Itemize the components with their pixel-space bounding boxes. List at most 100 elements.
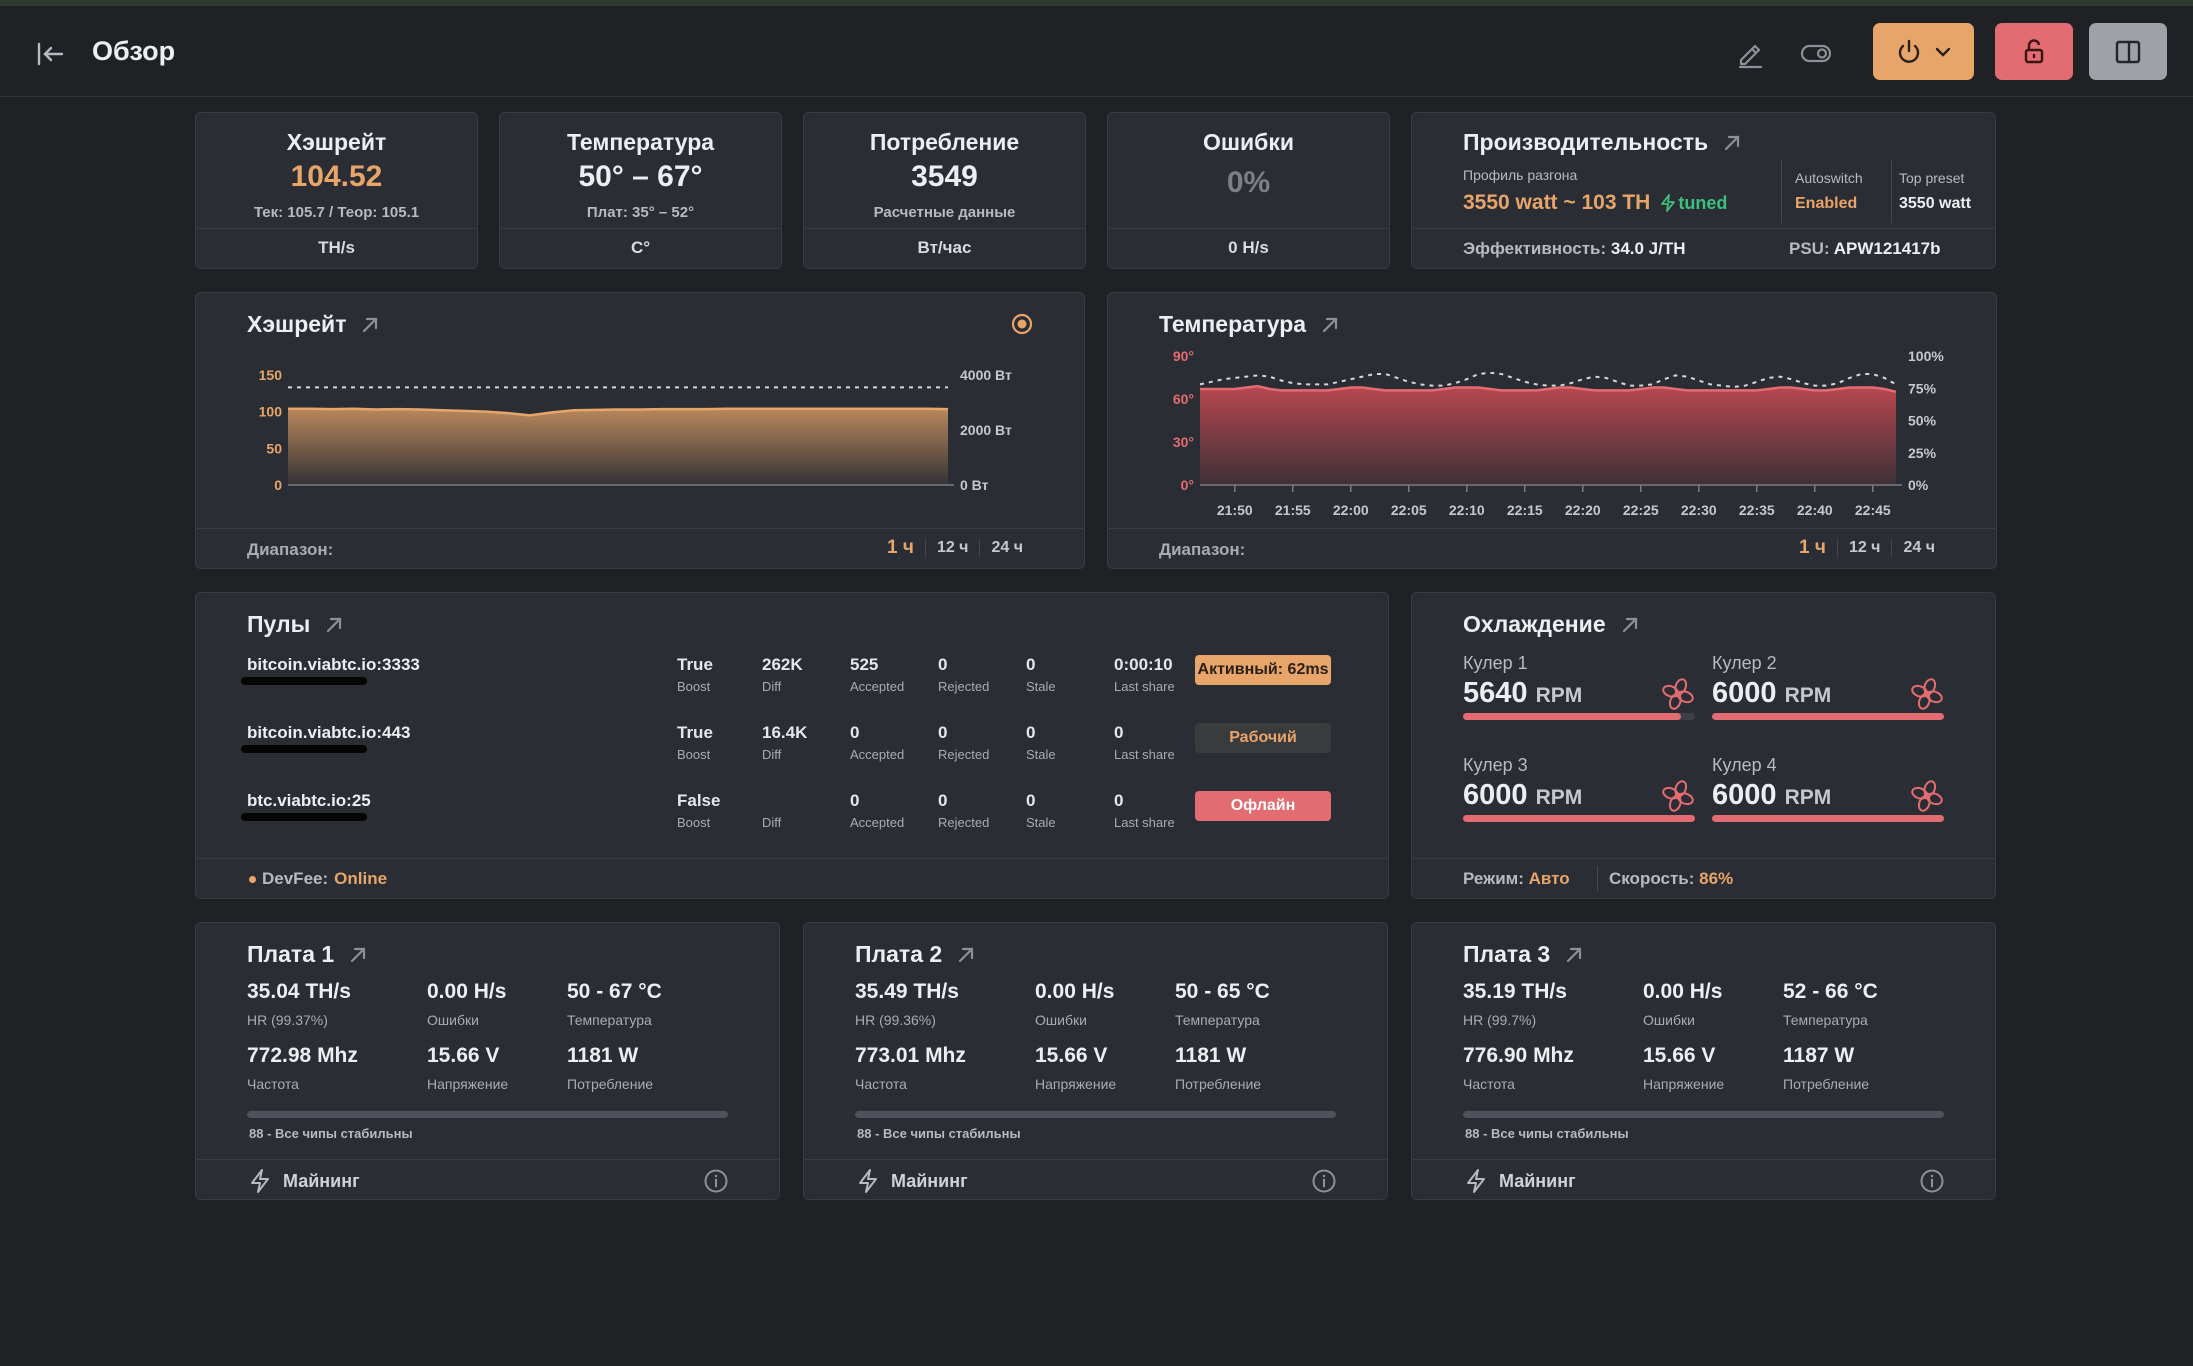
range-option-1h[interactable]: 1 ч <box>1799 537 1826 558</box>
pool-stat-label: Rejected <box>938 679 990 694</box>
open-link-icon[interactable] <box>1564 945 1584 965</box>
divider <box>1781 159 1782 223</box>
fan-icon <box>1662 678 1694 710</box>
performance-footer: Эффективность: 34.0 J/TH PSU: APW121417b <box>1412 228 1995 268</box>
devfee: DevFee: Online <box>249 869 387 889</box>
fan-label: Кулер 1 <box>1463 653 1528 673</box>
info-icon[interactable] <box>1311 1168 1337 1194</box>
x-tick-label: 22:30 <box>1681 502 1717 518</box>
hashrate-chart[interactable]: 0 50 100 150 0 Вт 2000 Вт 4000 Вт <box>196 293 1085 529</box>
pool-stat-label: Boost <box>677 679 711 694</box>
pool-stat-stale: 0 Stale <box>1026 723 1056 762</box>
open-link-icon[interactable] <box>360 315 380 335</box>
info-icon[interactable] <box>1919 1168 1945 1194</box>
series-area <box>1200 386 1896 485</box>
devfee-dot <box>249 875 256 883</box>
power-menu-button[interactable] <box>1873 23 1974 80</box>
pool-url: bitcoin.viabtc.io:443 <box>247 723 411 742</box>
stat-sub: Расчетные данные <box>873 204 1016 221</box>
stat-value: 3549 <box>911 160 978 193</box>
pool-stat-value: 0 <box>1026 655 1036 674</box>
board-title-row: Плата 1 <box>247 941 368 968</box>
toggle-icon[interactable] <box>1799 36 1833 70</box>
y-tick-label: 60° <box>1173 391 1194 407</box>
open-link-icon[interactable] <box>1620 615 1640 635</box>
pool-stat-label: Last share <box>1114 679 1175 694</box>
split-panel-icon <box>2115 40 2141 63</box>
stat-unit: Вт/час <box>804 228 1085 268</box>
hashrate-chart-title: Хэшрейт <box>247 311 347 337</box>
open-link-icon[interactable] <box>1722 133 1742 153</box>
open-link-icon[interactable] <box>348 945 368 965</box>
range-options: 1 ч 12 ч 24 ч <box>876 537 1034 559</box>
board-metric-value: 52 - 66 °C <box>1783 980 1878 1003</box>
board-metric-label: Потребление <box>1783 1076 1870 1092</box>
board-metric-label: Частота <box>247 1076 299 1092</box>
board-metric-value: 50 - 65 °C <box>1175 980 1270 1003</box>
layout-toggle-button[interactable] <box>2089 23 2167 80</box>
pool-status-badge[interactable]: Офлайн <box>1195 791 1331 821</box>
pool-stat-value: 0 <box>850 791 860 810</box>
pool-stat-value: 0 <box>1026 723 1036 742</box>
fan-label: Кулер 4 <box>1712 755 1777 775</box>
pool-row[interactable]: bitcoin.viabtc.io:443 True Boost 16.4K Diff 0… <box>241 723 1338 783</box>
fan-item: Кулер 3 6000 RPM <box>1463 755 1695 835</box>
fan-speed-bar <box>1712 713 1944 720</box>
range-option-12h[interactable]: 12 ч <box>924 539 980 557</box>
psu-value: APW121417b <box>1833 239 1941 258</box>
range-option-1h[interactable]: 1 ч <box>887 537 914 558</box>
fan-speed-fill <box>1463 713 1682 720</box>
bolt-icon <box>859 1169 877 1193</box>
pool-stat-accepted: 0 Accepted <box>850 723 904 762</box>
open-link-icon[interactable] <box>324 615 344 635</box>
pool-stat-value: 0 <box>938 655 948 674</box>
profile-row[interactable]: 3550 watt ~ 103 TH tuned <box>1463 191 1727 215</box>
cooling-card: Охлаждение Кулер 1 5640 RPM Кулер 2 6000 RP… <box>1411 592 1996 899</box>
board-chips-note: 88 - Все чипы стабильны <box>1465 1126 1629 1141</box>
info-icon[interactable] <box>703 1168 729 1194</box>
preset-value: 3550 watt <box>1899 195 1972 212</box>
board-metric-hr: 35.49 TH/s HR (99.36%) <box>855 980 959 1028</box>
redacted-worker <box>241 677 367 685</box>
board-metric-volt: 15.66 V Напряжение <box>1035 1044 1116 1092</box>
performance-card: Производительность Профиль разгона 3550 … <box>1411 112 1996 269</box>
temperature-chart[interactable]: 0° 30° 60° 90° 0% 25% 50% 75% 100% 21:50 21:55 22:0… <box>1108 293 1997 529</box>
fan-item: Кулер 1 5640 RPM <box>1463 653 1695 733</box>
page-title: Обзор <box>92 36 176 66</box>
stat-sub: Тек: 105.7 / Теор: 105.1 <box>253 204 420 221</box>
board-metric-label: HR (99.7%) <box>1463 1012 1537 1028</box>
range-option-12h[interactable]: 12 ч <box>1836 539 1892 557</box>
pool-stat-boost: True Boost <box>677 723 713 762</box>
pools-footer: DevFee: Online <box>196 858 1388 898</box>
y2-tick-label: 4000 Вт <box>960 367 1012 383</box>
pool-stat-stale: 0 Stale <box>1026 655 1056 694</box>
header: Обзор <box>0 6 2193 97</box>
devfee-label: DevFee: <box>262 869 329 888</box>
collapse-sidebar-icon[interactable] <box>34 38 66 70</box>
board-metric-label: Частота <box>855 1076 907 1092</box>
board-metric-err: 0.00 H/s Ошибки <box>1643 980 1722 1028</box>
pools-card: Пулы bitcoin.viabtc.io:3333 True Boost 262K… <box>195 592 1389 899</box>
open-link-icon[interactable] <box>1320 315 1340 335</box>
pool-status-badge[interactable]: Рабочий <box>1195 723 1331 753</box>
series-line <box>288 407 949 417</box>
board-metric-temp: 50 - 65 °C Температура <box>1175 980 1270 1028</box>
range-option-24h[interactable]: 24 ч <box>979 539 1034 557</box>
open-link-icon[interactable] <box>956 945 976 965</box>
pool-stat-label: Stale <box>1026 747 1056 762</box>
stat-value: 104.52 <box>290 160 383 193</box>
pool-stat-last: 0:00:10 Last share <box>1114 655 1175 694</box>
board-footer: Майнинг <box>196 1159 779 1199</box>
fan-rpm-value: 5640 <box>1463 677 1528 709</box>
record-icon[interactable] <box>1010 312 1034 336</box>
range-option-24h[interactable]: 24 ч <box>1891 539 1946 557</box>
fan-speed-fill <box>1463 815 1695 822</box>
unlock-button[interactable] <box>1995 23 2073 80</box>
pool-row[interactable]: bitcoin.viabtc.io:3333 True Boost 262K Diff 5… <box>241 655 1338 715</box>
stat-title: Ошибки <box>1202 129 1295 155</box>
fan-rpm-value: 6000 <box>1712 779 1777 811</box>
range-options: 1 ч 12 ч 24 ч <box>1788 537 1946 559</box>
edit-icon[interactable] <box>1733 36 1767 70</box>
pool-status-badge[interactable]: Активный: 62ms <box>1195 655 1331 685</box>
pool-row[interactable]: btc.viabtc.io:25 False Boost Diff 0 Accepted 0… <box>241 791 1338 851</box>
